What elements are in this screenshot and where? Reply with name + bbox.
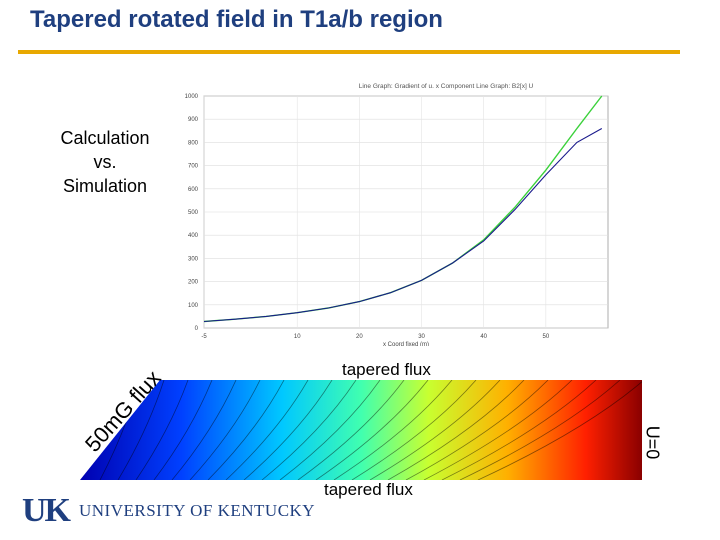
x-tick-label: 40	[480, 334, 487, 340]
field-line	[153, 380, 213, 480]
y-tick-label: 400	[188, 233, 199, 239]
field-region	[80, 380, 642, 480]
field-line	[333, 380, 453, 480]
tapered-flux-bottom-label: tapered flux	[324, 480, 413, 499]
field-line	[135, 380, 189, 480]
uk-logo-mark: UK	[22, 492, 71, 529]
field-line	[279, 380, 381, 480]
chart-title: Line Graph: Gradient of u. x Component L…	[359, 83, 534, 90]
field-line	[441, 380, 597, 480]
field-line	[207, 380, 285, 480]
field-line	[423, 380, 573, 480]
uk-logo-name: UNIVERSITY OF KENTUCKY	[79, 501, 316, 520]
field-line	[351, 380, 477, 480]
y-tick-label: 700	[188, 164, 199, 170]
field-line	[459, 380, 621, 480]
y-tick-label: 0	[195, 326, 199, 332]
y-tick-label: 900	[188, 117, 199, 123]
x-axis-label: x Coord fixed (m)	[383, 342, 429, 346]
uk-logo: UK UNIVERSITY OF KENTUCKY	[22, 492, 316, 529]
field-line	[369, 380, 501, 480]
tapered-flux-top-label: tapered flux	[342, 360, 431, 379]
y-tick-label: 1000	[185, 94, 199, 100]
field-line	[315, 380, 429, 480]
field-line	[171, 380, 237, 480]
field-line	[117, 380, 165, 480]
x-tick-label: -5	[201, 334, 207, 340]
x-tick-label: 10	[294, 334, 301, 340]
field-line	[261, 380, 357, 480]
x-tick-label: 20	[356, 334, 363, 340]
y-tick-label: 800	[188, 140, 199, 146]
y-tick-label: 100	[188, 303, 199, 309]
x-tick-label: 30	[418, 334, 425, 340]
field-line	[225, 380, 309, 480]
slide-title: Tapered rotated field in T1a/b region	[30, 6, 443, 33]
field-line	[243, 380, 333, 480]
field-line	[477, 380, 642, 480]
y-tick-label: 200	[188, 280, 199, 286]
title-divider	[18, 50, 680, 54]
x-tick-label: 50	[543, 334, 550, 340]
series-line-2	[203, 128, 603, 323]
field-line	[189, 380, 261, 480]
u0-label: U=0	[642, 425, 663, 460]
line-graph: Line Graph: Gradient of u. x Component L…	[185, 83, 609, 346]
field-map	[80, 380, 642, 480]
y-tick-label: 600	[188, 187, 199, 193]
calculation-vs-simulation-label: Calculation vs. Simulation	[60, 128, 150, 196]
y-tick-label: 300	[188, 256, 199, 262]
y-tick-label: 500	[188, 210, 199, 216]
field-line	[387, 380, 525, 480]
field-line	[405, 380, 549, 480]
field-line	[297, 380, 405, 480]
